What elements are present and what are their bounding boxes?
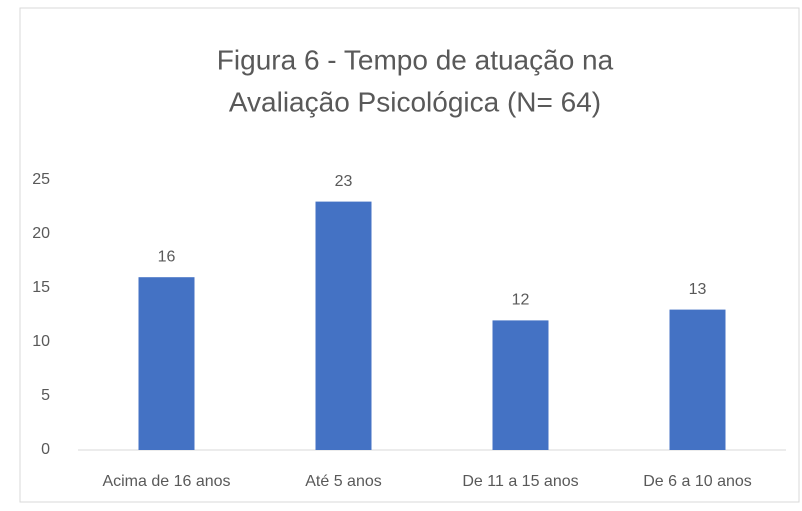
- y-tick-label: 5: [41, 387, 50, 404]
- x-tick-label: Até 5 anos: [305, 473, 382, 490]
- chart-title: Figura 6 - Tempo de atuação na: [217, 44, 614, 75]
- bar: [492, 320, 549, 450]
- y-tick-label: 25: [32, 171, 50, 188]
- data-label: 23: [335, 173, 353, 190]
- data-label: 12: [512, 292, 530, 309]
- y-tick-label: 20: [32, 225, 50, 242]
- bar: [315, 201, 372, 450]
- x-tick-label: Acima de 16 anos: [102, 473, 230, 490]
- chart-title: Avaliação Psicológica (N= 64): [229, 86, 601, 117]
- y-tick-label: 10: [32, 333, 50, 350]
- bar: [138, 277, 195, 450]
- y-tick-label: 15: [32, 279, 50, 296]
- data-label: 13: [689, 281, 707, 298]
- bar: [669, 309, 726, 450]
- x-tick-label: De 11 a 15 anos: [462, 473, 578, 490]
- x-tick-label: De 6 a 10 anos: [643, 473, 752, 490]
- data-label: 16: [158, 248, 176, 265]
- y-tick-label: 0: [41, 441, 50, 458]
